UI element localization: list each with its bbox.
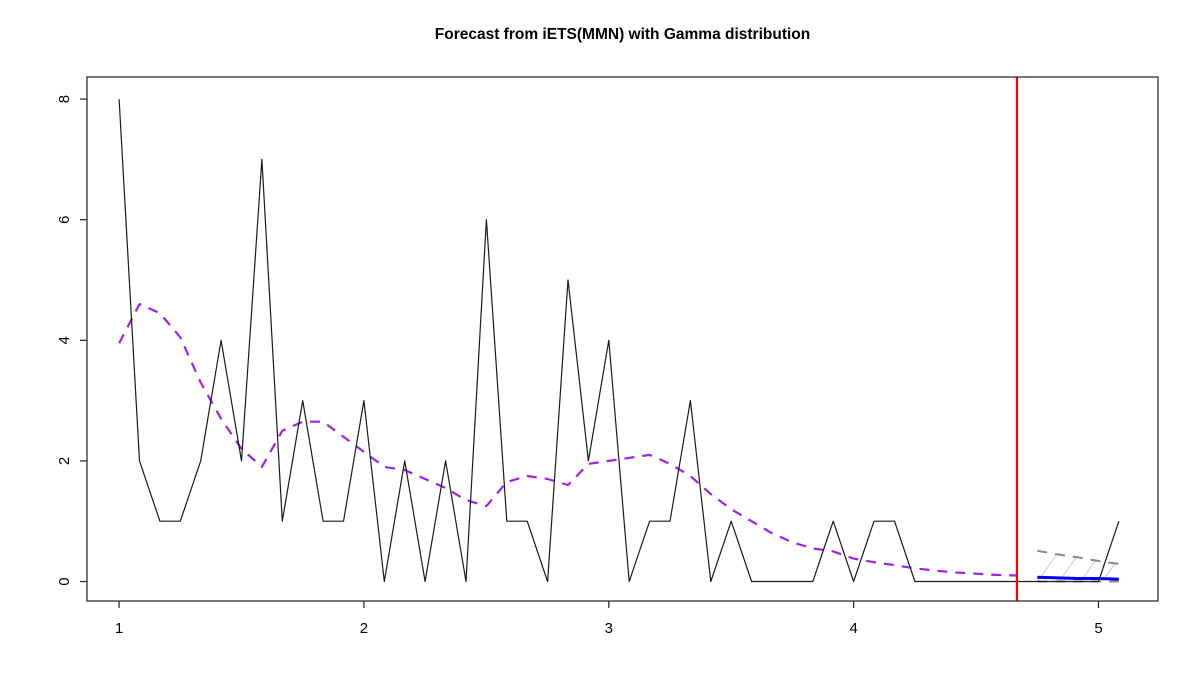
series-upper-bound (1037, 549, 1119, 565)
y-axis-tick-label: 6 (56, 216, 73, 224)
x-axis-tick-label: 4 (849, 620, 857, 637)
y-axis-tick-label: 0 (56, 577, 73, 585)
x-axis-tick-label: 5 (1094, 620, 1102, 637)
y-axis-tick-label: 8 (56, 95, 73, 103)
series-point-forecast (1037, 575, 1119, 581)
hatch-line (1122, 539, 1154, 584)
x-axis-tick-label: 1 (115, 620, 123, 637)
chart-title: Forecast from iETS(MMN) with Gamma distr… (434, 26, 811, 43)
plot-box (86, 76, 1159, 602)
series-actuals (118, 99, 1120, 583)
hatch-line (1078, 550, 1112, 582)
series-fitted (118, 303, 1017, 577)
x-axis-tick-label: 2 (360, 620, 368, 637)
y-axis-tick-label: 4 (56, 336, 73, 344)
y-axis-tick-label: 2 (56, 457, 73, 465)
x-axis-tick-label: 3 (605, 620, 613, 637)
